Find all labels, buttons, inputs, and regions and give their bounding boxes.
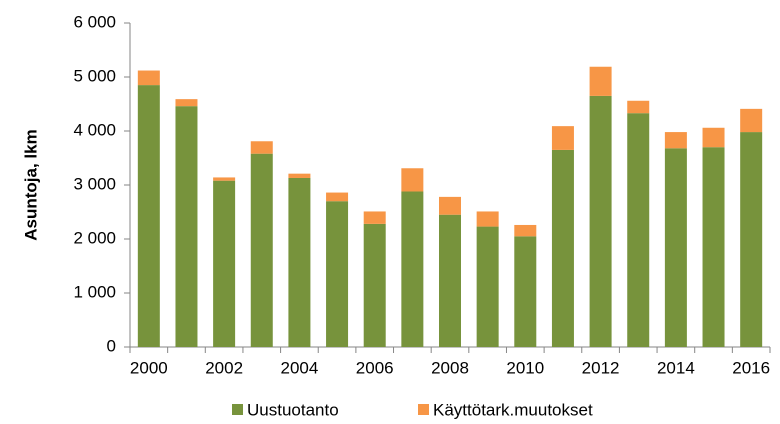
bar-segment [250, 153, 273, 347]
bar-segment [740, 108, 763, 133]
y-tick-label: 6 000 [73, 12, 116, 31]
bar-segment [589, 66, 612, 96]
bar-segment [740, 132, 763, 347]
bar-segment [551, 149, 574, 347]
legend-swatch [232, 404, 243, 415]
bar-segment [627, 100, 650, 114]
bar-segment [476, 226, 499, 347]
bar-segment [664, 132, 687, 149]
bar-segment [288, 173, 311, 178]
bar-segment [401, 191, 424, 347]
bar-segment [175, 106, 198, 347]
bar-segment [439, 214, 461, 347]
bar-segment [326, 201, 349, 347]
bar-segment [514, 224, 537, 237]
y-tick-label: 2 000 [73, 228, 116, 247]
y-axis-label: Asuntoja, lkm [21, 129, 40, 240]
x-tick-label: 2008 [431, 358, 469, 377]
x-tick-label: 2006 [356, 358, 394, 377]
legend-swatch [418, 404, 429, 415]
x-tick-label: 2016 [732, 358, 770, 377]
y-tick-label: 5 000 [73, 66, 116, 85]
bar-segment [213, 177, 236, 181]
bar-segment [551, 126, 574, 150]
bar-segment [363, 223, 386, 347]
bar-segment [702, 147, 725, 347]
bar-segment [137, 85, 160, 347]
x-tick-label: 2000 [130, 358, 168, 377]
legend-label: Käyttötark.muutokset [433, 400, 593, 419]
y-tick-label: 4 000 [73, 120, 116, 139]
bar-segment [213, 180, 236, 347]
bar-segment [702, 127, 725, 148]
y-tick-label: 3 000 [73, 174, 116, 193]
x-tick-label: 2014 [657, 358, 695, 377]
bar-segment [326, 192, 349, 202]
x-tick-label: 2004 [280, 358, 318, 377]
bar-segment [439, 196, 461, 215]
x-tick-label: 2010 [506, 358, 544, 377]
bar-segment [363, 211, 386, 224]
y-tick-label: 1 000 [73, 282, 116, 301]
x-tick-label: 2002 [205, 358, 243, 377]
bar-segment [137, 70, 160, 86]
bar-segment [288, 177, 311, 347]
bar-segment [401, 168, 424, 192]
bar-segment [514, 236, 537, 347]
bar-segment [476, 211, 499, 227]
y-tick-label: 0 [107, 336, 116, 355]
bar-segment [627, 113, 650, 348]
bar-segment [175, 99, 198, 107]
legend-label: Uustuotanto [247, 400, 339, 419]
bar-segment [664, 148, 687, 347]
bar-segment [589, 95, 612, 348]
bar-segment [250, 141, 273, 154]
x-tick-label: 2012 [582, 358, 620, 377]
